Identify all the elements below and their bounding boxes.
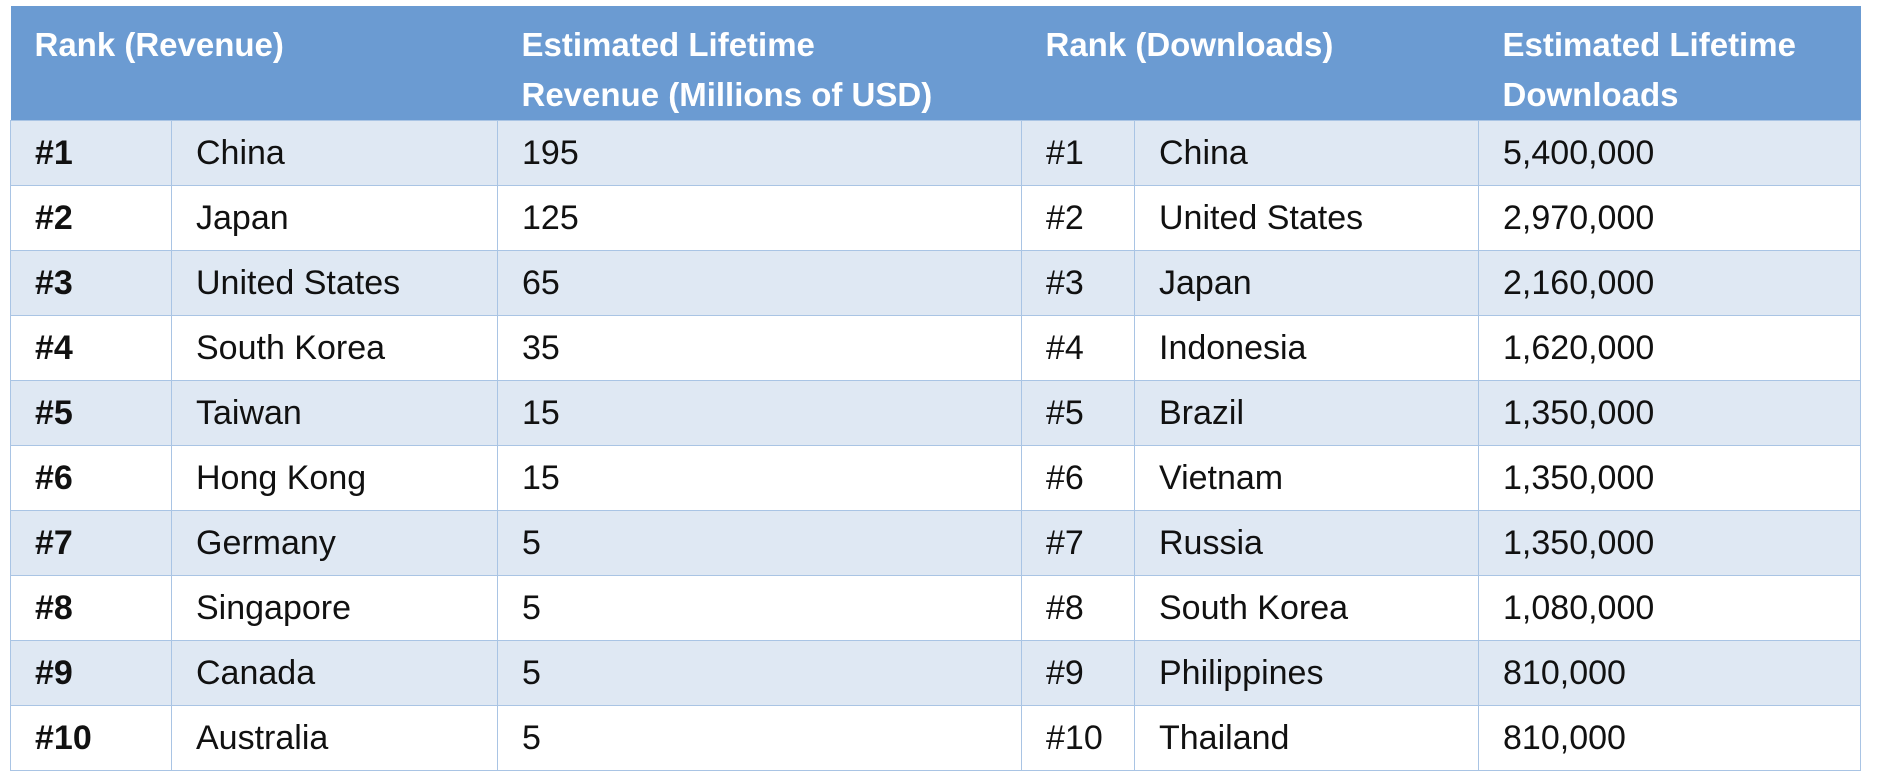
table-cell: South Korea: [171, 315, 498, 381]
table-body: #1 China 195 #1 China 5,400,000 #2 Japan 125 #2 Un…: [10, 120, 1862, 771]
table-cell: Australia: [171, 705, 498, 771]
table-cell: #4: [10, 315, 172, 381]
table-cell: 15: [497, 445, 1022, 511]
table-cell: #9: [1021, 640, 1135, 706]
table-cell: Canada: [171, 640, 498, 706]
table-cell: Indonesia: [1133, 315, 1480, 381]
table-cell: 1,350,000: [1478, 510, 1862, 576]
table-cell: #8: [1021, 575, 1135, 641]
table-cell: #4: [1021, 315, 1135, 381]
table-row: #4 South Korea 35 #4 Indonesia 1,620,000: [10, 315, 1862, 381]
table-cell: Germany: [171, 510, 498, 576]
table-cell: 195: [497, 120, 1022, 186]
table-cell: Vietnam: [1133, 445, 1480, 511]
table-cell: Philippines: [1133, 640, 1480, 706]
table-cell: 5: [497, 705, 1022, 771]
table-cell: #8: [10, 575, 172, 641]
header-cell: Rank (Downloads): [1021, 6, 1479, 121]
table-cell: 1,350,000: [1478, 380, 1862, 446]
header-cell: Estimated Lifetime Revenue (Millions of U…: [497, 6, 1022, 121]
ranking-table: Rank (Revenue) Estimated Lifetime Revenue …: [10, 6, 1862, 771]
table-cell: Japan: [171, 185, 498, 251]
table-cell: United States: [1133, 185, 1480, 251]
table-cell: 1,080,000: [1478, 575, 1862, 641]
table-cell: 2,160,000: [1478, 250, 1862, 316]
table-cell: Russia: [1133, 510, 1480, 576]
table-row: #7 Germany 5 #7 Russia 1,350,000: [10, 510, 1862, 576]
table-row: #1 China 195 #1 China 5,400,000: [10, 120, 1862, 186]
table-cell: 5: [497, 575, 1022, 641]
table-row: #6 Hong Kong 15 #6 Vietnam 1,350,000: [10, 445, 1862, 511]
header-row: Rank (Revenue) Estimated Lifetime Revenue …: [10, 6, 1861, 121]
table-cell: #1: [10, 120, 172, 186]
table-row: #8 Singapore 5 #8 South Korea 1,080,000: [10, 575, 1862, 641]
header-text: Estimated Lifetime: [521, 26, 815, 63]
table-row: #3 United States 65 #3 Japan 2,160,000: [10, 250, 1862, 316]
table-cell: Japan: [1133, 250, 1480, 316]
table-cell: 15: [497, 380, 1022, 446]
table-cell: 125: [497, 185, 1022, 251]
header-text: Revenue (Millions of USD): [521, 76, 933, 113]
table-row: #10 Australia 5 #10 Thailand 810,000: [10, 705, 1862, 771]
table-cell: #7: [1021, 510, 1135, 576]
header-cell: Estimated Lifetime Downloads: [1478, 6, 1861, 121]
table-cell: 35: [497, 315, 1022, 381]
header-text: Downloads: [1502, 76, 1679, 113]
table-cell: #7: [10, 510, 172, 576]
table-cell: #10: [1021, 705, 1135, 771]
table-cell: 5: [497, 510, 1022, 576]
header-text: Estimated Lifetime: [1502, 26, 1796, 63]
table-cell: United States: [171, 250, 498, 316]
header-text: Rank (Revenue): [34, 26, 284, 63]
table-cell: 810,000: [1478, 705, 1862, 771]
header-text: Rank (Downloads): [1045, 26, 1334, 63]
table-row: #5 Taiwan 15 #5 Brazil 1,350,000: [10, 380, 1862, 446]
table-cell: 1,620,000: [1478, 315, 1862, 381]
table-cell: #1: [1021, 120, 1135, 186]
table-cell: 5: [497, 640, 1022, 706]
table-cell: 810,000: [1478, 640, 1862, 706]
table-cell: Brazil: [1133, 380, 1480, 446]
table-row: #2 Japan 125 #2 United States 2,970,000: [10, 185, 1862, 251]
table-cell: #2: [1021, 185, 1135, 251]
table-cell: Taiwan: [171, 380, 498, 446]
table-cell: Thailand: [1133, 705, 1480, 771]
table-cell: #3: [1021, 250, 1135, 316]
table-cell: #6: [10, 445, 172, 511]
table-cell: #6: [1021, 445, 1135, 511]
table-cell: China: [171, 120, 498, 186]
table-row: #9 Canada 5 #9 Philippines 810,000: [10, 640, 1862, 706]
table-cell: China: [1133, 120, 1480, 186]
table-cell: 1,350,000: [1478, 445, 1862, 511]
table-cell: 2,970,000: [1478, 185, 1862, 251]
table-cell: 5,400,000: [1478, 120, 1862, 186]
table-cell: #10: [10, 705, 172, 771]
table-cell: #2: [10, 185, 172, 251]
table-cell: #5: [10, 380, 172, 446]
table-cell: #9: [10, 640, 172, 706]
table-cell: Hong Kong: [171, 445, 498, 511]
table-cell: #3: [10, 250, 172, 316]
table-cell: Singapore: [171, 575, 498, 641]
header-cell: Rank (Revenue): [10, 6, 498, 121]
table-cell: South Korea: [1133, 575, 1480, 641]
table-cell: #5: [1021, 380, 1135, 446]
table-cell: 65: [497, 250, 1022, 316]
